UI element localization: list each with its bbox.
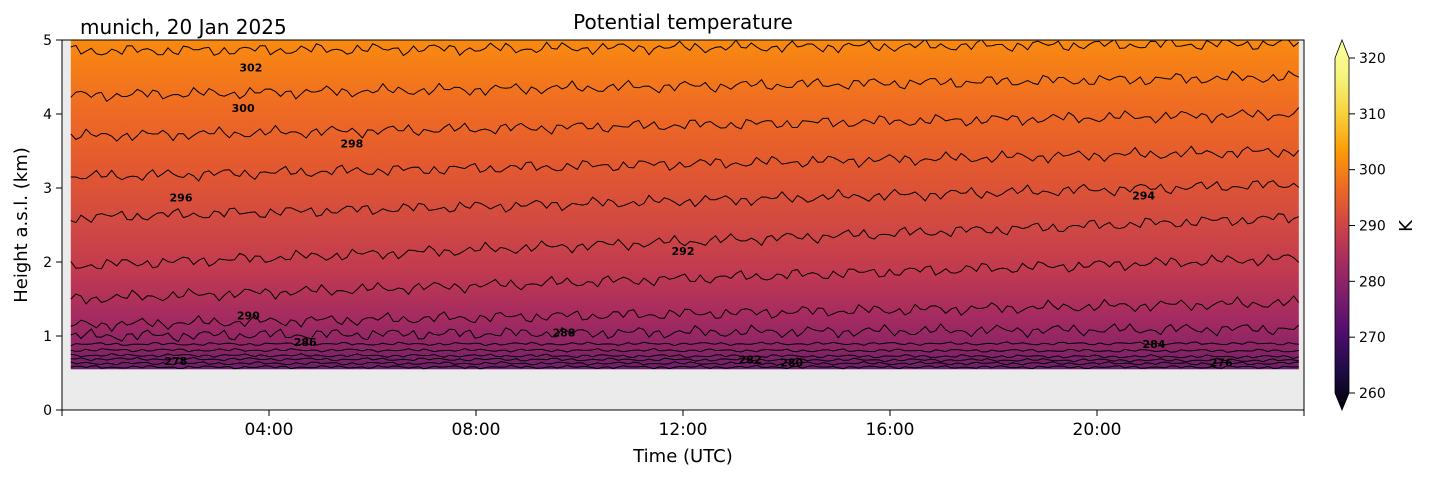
- x-tick-label: 12:00: [659, 420, 708, 440]
- x-tick-label: 08:00: [452, 420, 501, 440]
- colorbar-tick-label: 290: [1359, 219, 1386, 235]
- contour-label-276: 276: [1210, 357, 1233, 370]
- y-tick-label: 2: [43, 255, 52, 271]
- y-axis: 0 1 2 3 4 5: [43, 33, 62, 419]
- contour-label-286: 286: [294, 336, 317, 349]
- colorbar-label: K: [1396, 219, 1417, 232]
- colorbar-tick-label: 280: [1359, 274, 1386, 290]
- contour-line-302: [70, 70, 1300, 103]
- contour-line-286: [70, 341, 1299, 347]
- contour-line-294: [70, 213, 1299, 270]
- colorbar-body: [1334, 38, 1350, 412]
- y-axis-label: Height a.s.l. (km): [11, 147, 32, 303]
- contour-label-302: 302: [239, 61, 262, 74]
- y-tick-label: 5: [43, 33, 52, 49]
- contour-line-300: [70, 107, 1300, 142]
- contour-line-276: [70, 364, 1299, 370]
- colorbar-tick-label: 310: [1359, 107, 1386, 123]
- x-tick-label: 20:00: [1073, 420, 1122, 440]
- contour-lines: [70, 40, 1300, 370]
- contour-line-282: [70, 352, 1299, 360]
- contour-label-290: 290: [237, 309, 260, 322]
- colorbar-tick-label: 270: [1359, 330, 1386, 346]
- contour-line-292: [70, 253, 1300, 305]
- plot-area: 302 300 298 296 294 292 290 288 286 284 282 280 278 2…: [61, 39, 1305, 411]
- contour-label-292: 292: [672, 245, 695, 258]
- contour-label-296: 296: [170, 192, 193, 205]
- y-tick-label: 3: [43, 181, 52, 197]
- contour-label-300: 300: [232, 102, 255, 115]
- x-axis: 04:00 08:00 12:00 16:00 20:00: [61, 410, 1305, 440]
- colorbar: 260 270 280 290 300 310 320 K: [1334, 38, 1417, 412]
- location-date-label: munich, 20 Jan 2025: [80, 15, 287, 39]
- contour-label-280: 280: [780, 357, 803, 370]
- contour-line-296: [70, 180, 1300, 224]
- contour-label-284: 284: [1142, 338, 1165, 351]
- contour-line-288: [70, 323, 1300, 343]
- contour-line-284: [70, 347, 1299, 353]
- x-tick-label: 16:00: [866, 420, 915, 440]
- contour-label-288: 288: [552, 326, 575, 339]
- contour-line-304: [70, 40, 1300, 57]
- contour-line-290: [70, 295, 1300, 333]
- contour-line-278: [70, 360, 1299, 366]
- chart-title: Potential temperature: [573, 10, 793, 34]
- contour-labels: 302 300 298 296 294 292 290 288 286 284 282 280 278 2…: [164, 61, 1233, 369]
- contour-label-298: 298: [340, 138, 363, 151]
- x-tick-label: 04:00: [245, 420, 294, 440]
- x-axis-label: Time (UTC): [632, 446, 733, 467]
- contour-line-280: [70, 356, 1299, 363]
- colorbar-tick-label: 260: [1359, 386, 1386, 402]
- colorbar-tick-label: 320: [1359, 51, 1386, 67]
- colorbar-ticks: 260 270 280 290 300 310 320: [1349, 51, 1386, 402]
- y-tick-label: 1: [43, 329, 52, 345]
- contour-label-282: 282: [739, 354, 762, 367]
- contour-label-278: 278: [164, 355, 187, 368]
- contour-label-294: 294: [1132, 189, 1155, 202]
- y-tick-label: 0: [43, 403, 52, 419]
- contour-line-298: [70, 145, 1300, 182]
- y-tick-label: 4: [43, 107, 52, 123]
- temperature-field-fill: [70, 40, 1299, 370]
- colorbar-tick-label: 300: [1359, 163, 1386, 179]
- temperature-field: [70, 40, 1299, 370]
